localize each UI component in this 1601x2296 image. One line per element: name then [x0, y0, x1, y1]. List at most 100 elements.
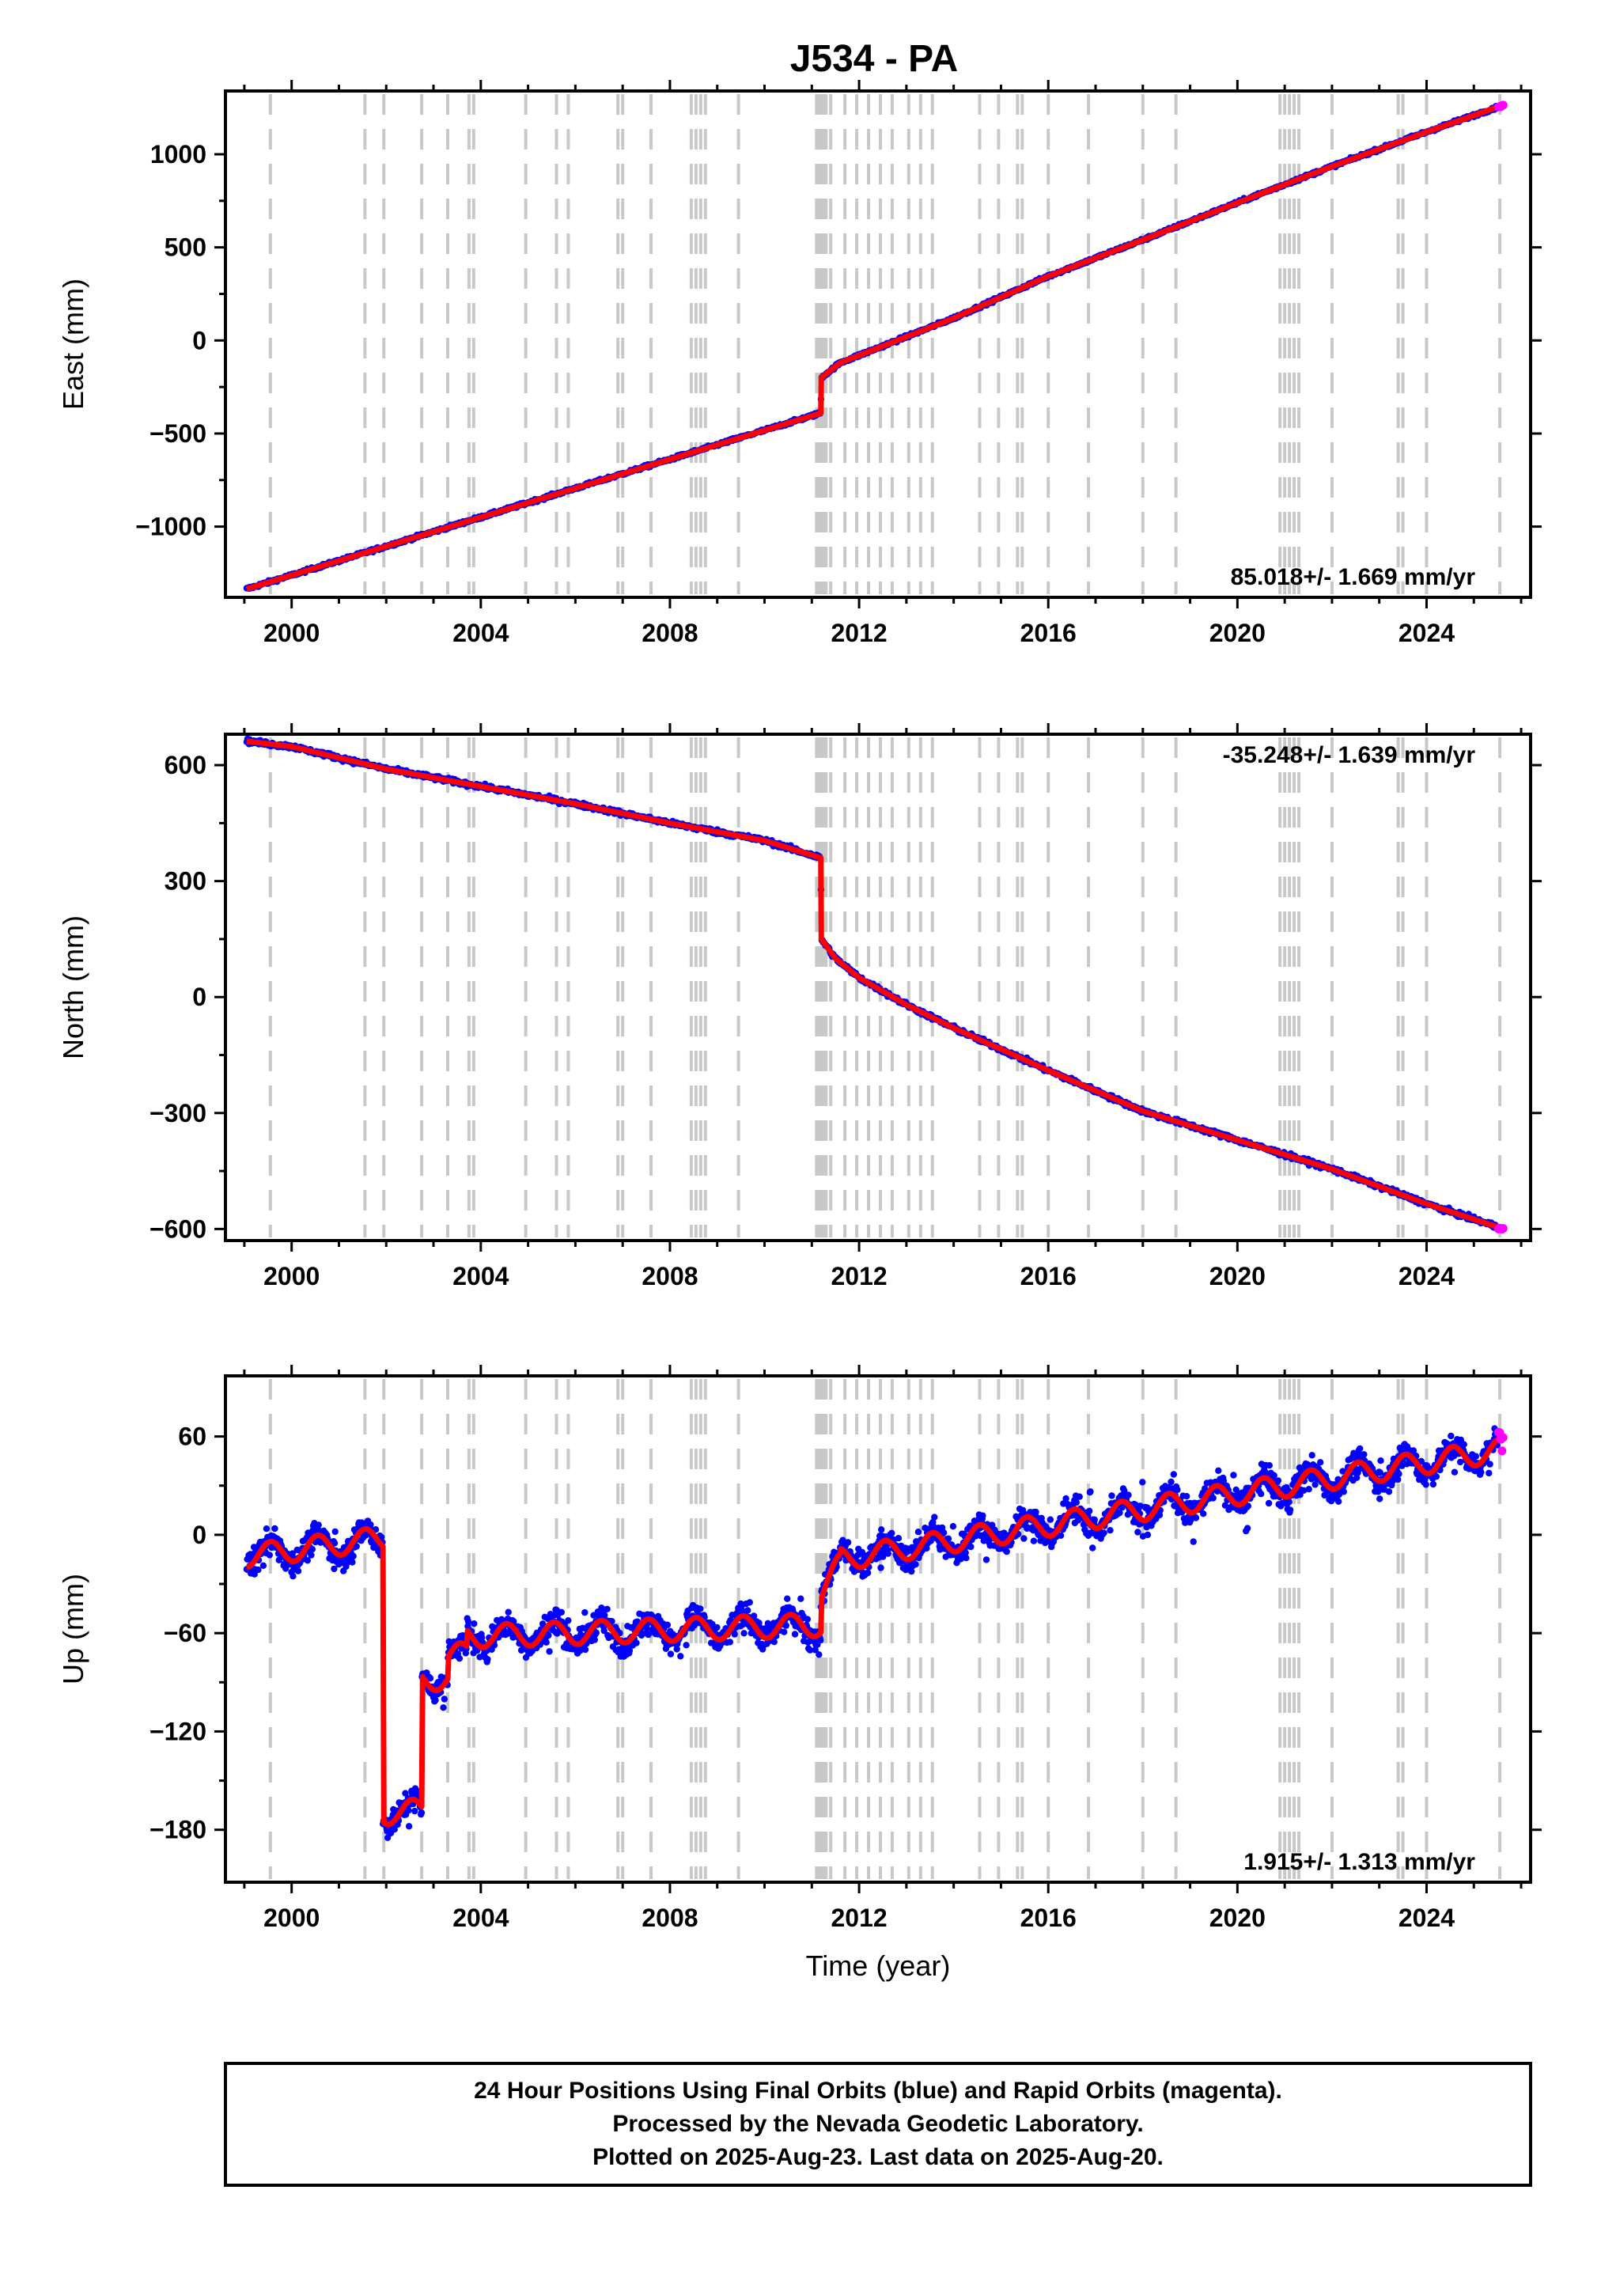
data-point	[411, 1807, 418, 1815]
y-tick-label: −600	[150, 1214, 206, 1243]
data-point	[546, 1648, 553, 1655]
east-frame	[224, 89, 1532, 599]
data-point	[746, 1599, 753, 1606]
data-point	[601, 1612, 608, 1619]
data-point	[331, 1528, 339, 1536]
data-point	[791, 1631, 799, 1638]
data-point	[816, 1651, 823, 1658]
y-tick-label: 500	[165, 233, 206, 262]
data-point	[464, 1618, 472, 1625]
data-point	[878, 1526, 885, 1533]
data-point	[895, 1535, 903, 1542]
data-point	[844, 1539, 852, 1546]
north-ylabel: North (mm)	[57, 915, 89, 1059]
x-tick-label: 2004	[452, 1262, 509, 1290]
y-tick-label: 600	[165, 751, 206, 779]
north-rapid-orbit-points	[1493, 1223, 1508, 1234]
x-tick-label: 2020	[1209, 619, 1266, 647]
data-point	[308, 1552, 315, 1559]
data-point	[864, 1569, 872, 1577]
data-point	[558, 1608, 565, 1616]
data-point	[664, 1621, 672, 1628]
data-point	[266, 1552, 273, 1559]
data-point	[440, 1704, 447, 1711]
data-point	[405, 1823, 413, 1830]
data-point	[888, 1529, 895, 1537]
east-ylabel: East (mm)	[57, 278, 89, 410]
y-tick-label: 1000	[150, 140, 206, 169]
data-point	[426, 1675, 434, 1682]
y-tick-label: −300	[150, 1099, 206, 1127]
data-point	[781, 1628, 788, 1635]
data-point	[581, 1608, 589, 1616]
data-point	[908, 1567, 915, 1575]
x-tick-label: 2024	[1399, 619, 1455, 647]
data-point	[402, 1790, 409, 1797]
data-point	[677, 1653, 684, 1660]
up-final-orbit-points	[243, 1425, 1501, 1841]
data-point	[353, 1543, 360, 1550]
data-point	[384, 1834, 392, 1841]
x-tick-label: 2012	[831, 619, 887, 647]
data-point	[251, 1570, 258, 1578]
x-tick-label: 2000	[263, 619, 320, 647]
x-tick-label: 2024	[1399, 1262, 1455, 1290]
data-point	[456, 1655, 464, 1662]
data-point	[478, 1634, 486, 1641]
north-rate-label: -35.248+/- 1.639 mm/yr	[1223, 742, 1476, 768]
data-point	[804, 1616, 811, 1623]
east-model-line	[245, 102, 1505, 592]
x-tick-label: 2016	[1020, 1262, 1077, 1290]
data-point	[331, 1565, 338, 1573]
data-point	[565, 1617, 572, 1624]
data-point	[731, 1631, 738, 1638]
up-panel: 2000 2004 2008 2012 2016 2020 2024600−60−120−1…	[57, 1365, 1542, 1982]
data-point	[331, 1540, 339, 1547]
data-point	[667, 1650, 675, 1658]
data-point	[633, 1639, 640, 1646]
data-point	[405, 1807, 412, 1814]
x-tick-label: 2020	[1209, 1262, 1266, 1290]
data-point	[726, 1639, 733, 1646]
data-point	[592, 1629, 600, 1636]
y-tick-label: −500	[150, 419, 206, 448]
data-point	[884, 1550, 891, 1557]
x-tick-label: 2000	[263, 1262, 320, 1290]
x-tick-label: 2012	[831, 1262, 887, 1290]
data-point	[367, 1521, 374, 1529]
data-point	[263, 1525, 271, 1533]
east-x-axis: 2000 2004 2008 2012 2016 2020 2024	[243, 80, 1523, 647]
data-point	[914, 1529, 922, 1536]
data-point	[683, 1642, 690, 1649]
data-point	[600, 1627, 607, 1635]
data-point	[418, 1809, 426, 1817]
data-point	[806, 1646, 814, 1654]
data-point	[912, 1561, 919, 1568]
rapid-data-point	[1498, 1224, 1508, 1233]
data-point	[839, 1536, 846, 1544]
x-tick-label: 2008	[642, 619, 698, 647]
east-rapid-orbit-points	[1493, 100, 1508, 112]
data-point	[441, 1695, 448, 1703]
rapid-data-point	[1498, 100, 1508, 110]
y-tick-label: −1000	[135, 513, 206, 541]
north-panel: 2000 2004 2008 2012 2016 2020 20246003000−300−…	[57, 723, 1542, 1290]
data-point	[543, 1639, 550, 1646]
data-point	[782, 1622, 789, 1629]
north-event-lines	[268, 737, 1502, 1237]
y-tick-label: 0	[192, 326, 206, 354]
data-point	[255, 1566, 262, 1574]
data-point	[673, 1646, 680, 1653]
data-point	[259, 1562, 267, 1570]
data-point	[304, 1557, 311, 1564]
y-tick-label: 300	[165, 867, 206, 896]
data-point	[784, 1595, 791, 1602]
data-point	[471, 1620, 478, 1627]
data-point	[505, 1608, 512, 1616]
data-point	[591, 1636, 598, 1643]
data-point	[315, 1521, 322, 1529]
data-point	[940, 1529, 948, 1536]
data-point	[697, 1605, 704, 1612]
